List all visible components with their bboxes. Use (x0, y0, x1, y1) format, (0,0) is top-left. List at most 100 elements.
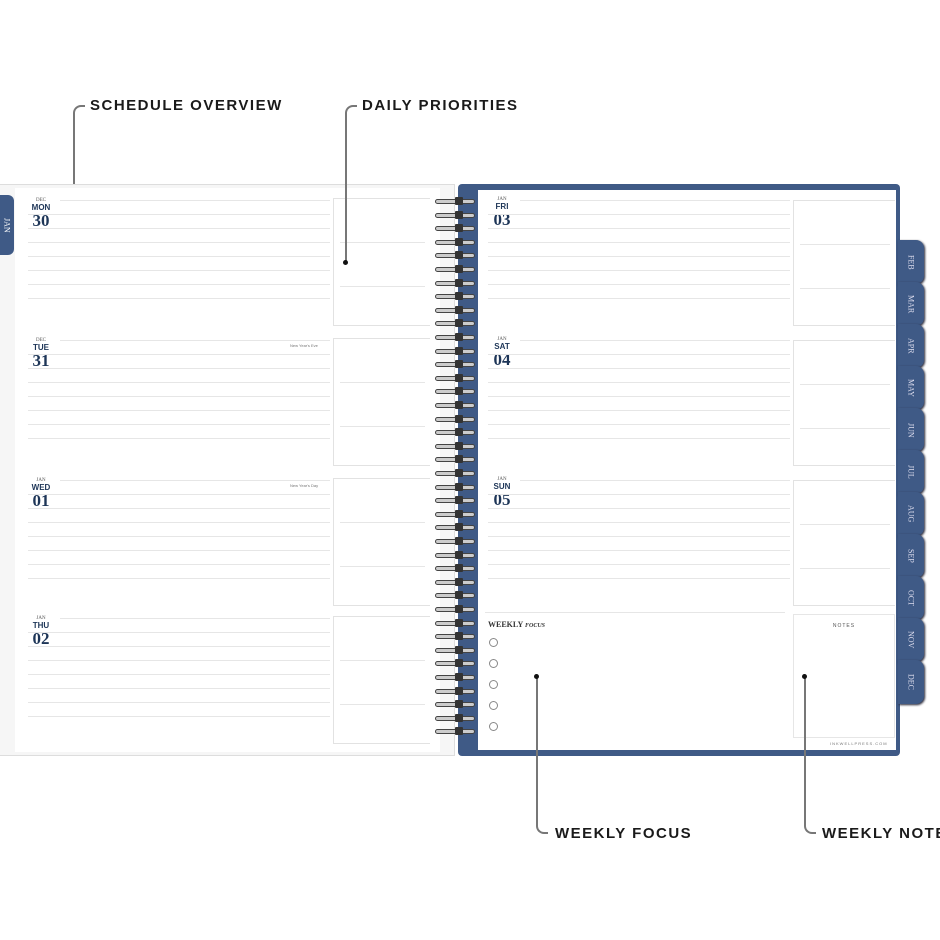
callout-line (73, 105, 85, 117)
month-tab-apr[interactable]: APR (898, 324, 924, 368)
spiral-coil (433, 645, 477, 655)
spiral-coil (433, 672, 477, 682)
spiral-coil (433, 278, 477, 288)
spiral-coil (433, 332, 477, 342)
month-tab-may[interactable]: MAY (898, 366, 924, 410)
rule-line (28, 646, 330, 647)
rule-line (488, 242, 790, 243)
focus-checkbox[interactable] (489, 638, 498, 647)
rule-line (488, 298, 790, 299)
month-tab-jun[interactable]: JUN (898, 408, 924, 452)
month-tab-dec[interactable]: DEC (898, 660, 924, 704)
day-weekday: SAT (494, 342, 510, 351)
priority-line (800, 244, 890, 245)
spiral-coil (433, 726, 477, 736)
day-date: 30 (32, 211, 50, 230)
footer-url: INKWELLPRESS.COM (830, 741, 888, 746)
notes-label: NOTES (832, 623, 856, 629)
priority-line (800, 428, 890, 429)
day-weekday: FRI (495, 202, 509, 211)
month-tab-mar[interactable]: MAR (898, 282, 924, 326)
callout-dot (343, 260, 348, 265)
day-date: 31 (32, 351, 50, 370)
day-weekday: TUE (33, 343, 49, 352)
notes-box (793, 614, 895, 738)
day-month: JAN (497, 337, 507, 342)
rule-line (488, 508, 790, 509)
spiral-coil (433, 264, 477, 274)
spiral-coil (433, 713, 477, 723)
day-month: JAN (497, 477, 507, 482)
spiral-coil (433, 318, 477, 328)
rule-line (28, 536, 330, 537)
rule-line (488, 536, 790, 537)
day-date: 01 (32, 491, 50, 510)
priorities-box (793, 480, 895, 606)
month-tab-nov[interactable]: NOV (898, 618, 924, 662)
callout-line (345, 105, 357, 117)
day-weekday: THU (32, 621, 50, 630)
callout-schedule-overview: SCHEDULE OVERVIEW (90, 97, 283, 114)
day-month: JAN (497, 197, 507, 202)
weekly-focus-title: WEEKLY FOCUS (488, 620, 545, 629)
priority-line (800, 288, 890, 289)
rule-line (488, 354, 790, 355)
month-tab-feb[interactable]: FEB (898, 240, 924, 284)
spiral-coil (433, 495, 477, 505)
rule-line (28, 424, 330, 425)
focus-checkbox[interactable] (489, 680, 498, 689)
day-weekday: WED (31, 483, 51, 492)
day-weekday: MON (31, 203, 51, 212)
spiral-coil (433, 536, 477, 546)
callout-line (345, 115, 347, 262)
rule-line (488, 256, 790, 257)
rule-line (520, 480, 790, 481)
rule-line (60, 618, 330, 619)
priorities-box (793, 200, 895, 326)
priorities-box (793, 340, 895, 466)
focus-checkbox[interactable] (489, 722, 498, 731)
rule-line (28, 298, 330, 299)
spiral-coil (433, 305, 477, 315)
rule-line (488, 270, 790, 271)
day-month: DEC (36, 338, 46, 343)
spiral-coil (433, 509, 477, 519)
rule-line (488, 382, 790, 383)
priorities-box (333, 338, 430, 466)
day-weekday: SUN (493, 482, 511, 491)
month-tab-aug[interactable]: AUG (898, 492, 924, 536)
rule-line (28, 674, 330, 675)
left-page (15, 188, 440, 752)
focus-checkbox[interactable] (489, 701, 498, 710)
rule-line (488, 564, 790, 565)
spiral-coil (433, 604, 477, 614)
callout-dot (534, 674, 539, 679)
priorities-box (333, 198, 430, 326)
priority-line (340, 426, 425, 427)
spiral-coil (433, 427, 477, 437)
month-tab-jan[interactable]: JAN (0, 195, 14, 255)
rule-line (28, 508, 330, 509)
rule-line (488, 438, 790, 439)
weekly-focus-title-accent: FOCUS (524, 623, 545, 629)
weekly-focus-title-main: WEEKLY (488, 620, 523, 629)
callout-weekly-focus: WEEKLY FOCUS (555, 825, 693, 842)
spiral-coil (433, 414, 477, 424)
month-tab-sep[interactable]: SEP (898, 534, 924, 578)
spiral-coil (433, 359, 477, 369)
day-month: JAN (36, 478, 46, 483)
rule-line (28, 564, 330, 565)
rule-line (28, 702, 330, 703)
rule-line (28, 410, 330, 411)
month-tab-oct[interactable]: OCT (898, 576, 924, 620)
rule-line (520, 200, 790, 201)
month-tab-jul[interactable]: JUL (898, 450, 924, 494)
spiral-coil (433, 250, 477, 260)
focus-checkbox[interactable] (489, 659, 498, 668)
spiral-coil (433, 373, 477, 383)
rule-line (60, 480, 330, 481)
priority-line (340, 286, 425, 287)
spiral-coil (433, 386, 477, 396)
rule-line (485, 612, 785, 613)
rule-line (28, 242, 330, 243)
